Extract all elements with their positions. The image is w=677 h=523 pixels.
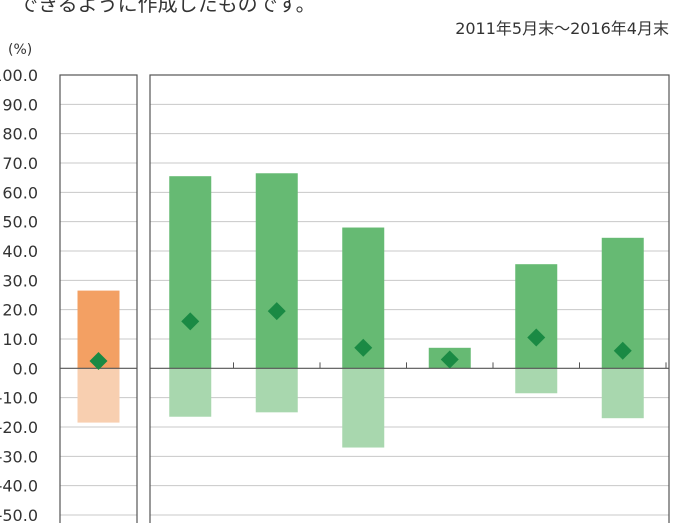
y-tick-label: 60.0 (2, 183, 38, 202)
y-tick-label: -40.0 (0, 477, 38, 496)
y-tick-label: -30.0 (0, 447, 38, 466)
bar-min-return (515, 368, 558, 394)
gridlines (60, 74, 669, 516)
y-tick-label: 90.0 (2, 95, 38, 114)
bar-min-return (342, 368, 385, 448)
bar-max-return (515, 264, 558, 369)
average-marker (527, 328, 546, 347)
y-tick-label: 10.0 (2, 330, 38, 349)
y-tick-label: 50.0 (2, 213, 38, 232)
bar-min-return (169, 368, 212, 417)
y-axis-unit: (%) (8, 42, 33, 58)
average-marker (267, 302, 286, 321)
y-tick-label: -50.0 (0, 506, 38, 523)
average-markers (89, 302, 632, 370)
y-tick-label: 80.0 (2, 125, 38, 144)
panel-frames (59, 74, 670, 523)
panel-frame (59, 74, 138, 523)
y-tick-label: 40.0 (2, 242, 38, 261)
average-marker (440, 350, 459, 369)
average-marker (613, 341, 632, 360)
y-tick-labels: 100.0 90.0 80.0 70.0 60.0 50.0 40.0 30.0 20.0 10.… (0, 66, 38, 523)
y-tick-label: 70.0 (2, 154, 38, 173)
y-tick-label: 100.0 (0, 66, 38, 85)
y-tick-label: 30.0 (2, 271, 38, 290)
bar-max-return (169, 176, 212, 369)
average-marker (181, 312, 200, 331)
bars (77, 173, 644, 448)
bar-max-return (255, 173, 298, 369)
bar-min-return (77, 368, 120, 423)
y-tick-label: -10.0 (0, 389, 38, 408)
period-label: 2011年5月末〜2016年4月末 (455, 19, 669, 38)
panel-frame (149, 74, 670, 523)
bar-min-return (255, 368, 298, 413)
average-marker (89, 352, 108, 370)
y-tick-label: 0.0 (13, 359, 38, 378)
y-tick-label: 20.0 (2, 301, 38, 320)
y-tick-label: -20.0 (0, 418, 38, 437)
average-marker (354, 338, 373, 357)
caption-text-cut: できるように作成したものです。 (18, 0, 316, 16)
bar-min-return (601, 368, 644, 419)
